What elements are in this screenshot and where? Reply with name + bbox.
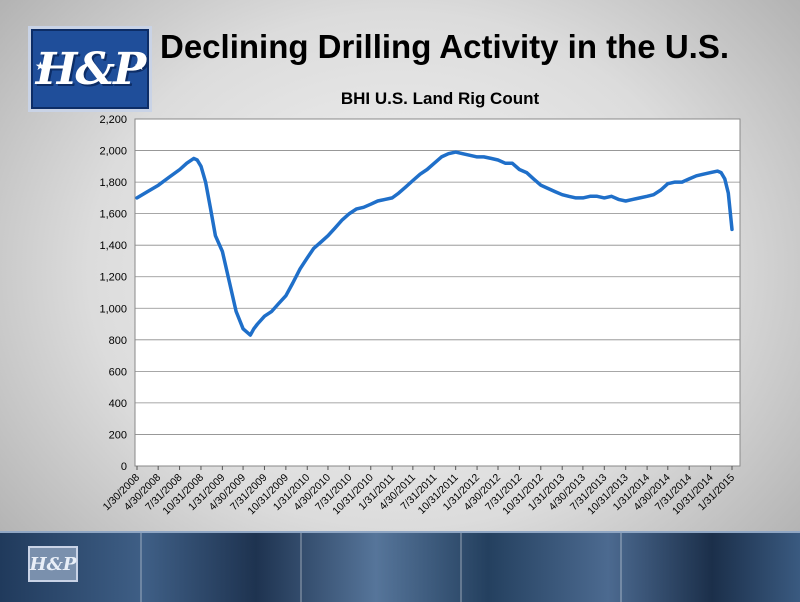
series-group <box>135 150 734 337</box>
star-icon: ★ <box>134 59 145 73</box>
footer-divider <box>460 533 462 602</box>
footer-logo: H&P <box>28 546 78 582</box>
y-tick-label: 1,400 <box>99 240 127 252</box>
series-line <box>135 150 734 337</box>
plot-area <box>134 118 741 467</box>
x-axis: 1/30/20084/30/20087/31/200810/31/20081/3… <box>101 466 737 517</box>
footer-divider <box>620 533 622 602</box>
logo-text: H&P <box>35 43 146 95</box>
y-tick-label: 1,200 <box>99 272 127 284</box>
footer-divider <box>140 533 142 602</box>
y-axis: 0 200 400 600 800 1,000 1,200 1,400 1,600 1,800 2,… <box>99 114 127 473</box>
grid-lines <box>135 150 740 435</box>
y-tick-label: 1,800 <box>99 177 127 189</box>
y-tick-label: 1,600 <box>99 209 127 221</box>
y-tick-label: 1,000 <box>99 303 127 315</box>
star-icon: ★ <box>35 59 46 73</box>
chart-title: BHI U.S. Land Rig Count <box>341 89 540 108</box>
rig-count-chart: BHI U.S. Land Rig Count 0 200 400 600 800 1,0… <box>99 89 741 517</box>
y-tick-label: 400 <box>109 398 127 410</box>
y-tick-label: 200 <box>109 429 127 441</box>
y-tick-label: 2,200 <box>99 114 127 126</box>
footer-divider <box>300 533 302 602</box>
footer-banner <box>0 531 800 602</box>
y-tick-label: 2,000 <box>99 146 127 158</box>
footer-logo-text: H&P <box>29 553 77 575</box>
y-tick-label: 600 <box>109 366 127 378</box>
y-tick-label: 0 <box>121 461 127 473</box>
y-tick-label: 800 <box>109 335 127 347</box>
slide-title: Declining Drilling Activity in the U.S. <box>160 28 730 65</box>
company-logo: ★ H&P ★ <box>28 26 152 112</box>
